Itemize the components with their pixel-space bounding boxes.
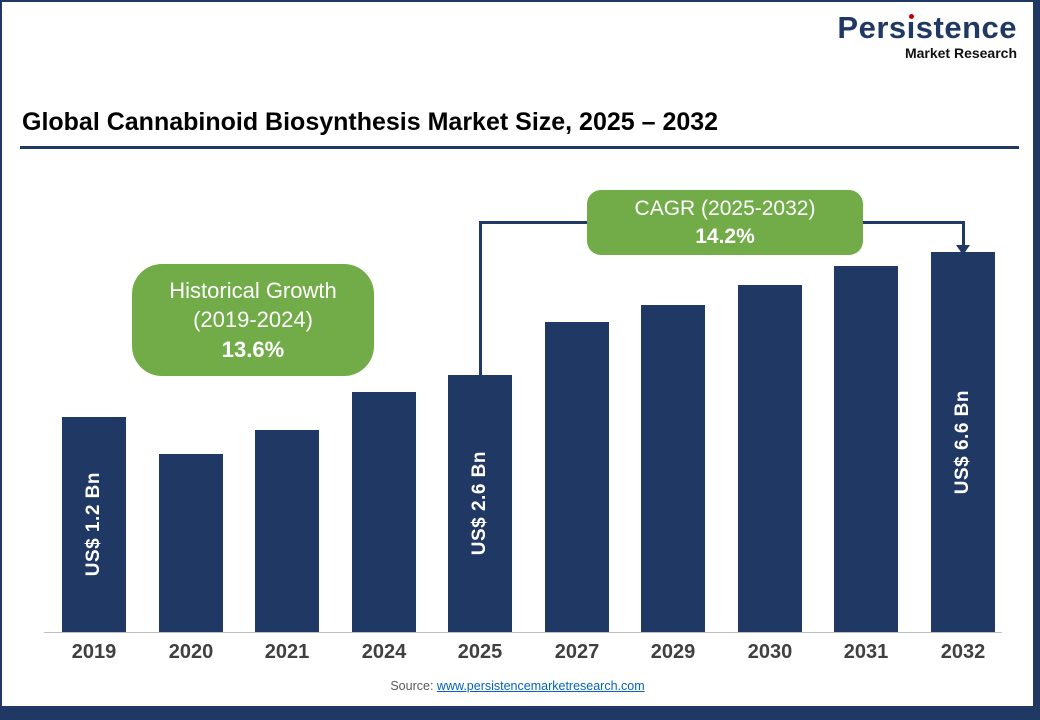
page-title: Global Cannabinoid Biosynthesis Market S… xyxy=(22,108,719,136)
title-divider xyxy=(20,146,1019,149)
cagr-line1: CAGR (2025-2032) xyxy=(634,196,816,220)
year-label: 2024 xyxy=(361,641,407,663)
bar xyxy=(352,392,416,632)
cagr-connector-vertical-2032 xyxy=(962,221,965,247)
year-label: 2020 xyxy=(168,641,214,663)
historical-growth-callout: Historical Growth (2019-2024) 13.6% xyxy=(132,264,374,376)
bar-value-label: US$ 6.6 Bn xyxy=(952,389,973,495)
source-link[interactable]: www.persistencemarketresearch.com xyxy=(436,679,645,693)
year-label: 2025 xyxy=(457,641,503,663)
bar xyxy=(641,305,705,632)
bar-value-label: US$ 2.6 Bn xyxy=(469,451,490,556)
chart-area: Historical Growth (2019-2024) 13.6% CAGR… xyxy=(2,2,1033,706)
logo-subtitle: Market Research xyxy=(904,44,1017,61)
source-line: Source: www.persistencemarketresearch.co… xyxy=(2,679,1033,693)
bar-value-label: US$ 1.2 Bn xyxy=(83,472,104,577)
year-label: 2029 xyxy=(650,641,696,663)
cagr-value: 14.2% xyxy=(695,224,755,248)
bar xyxy=(834,266,898,632)
x-axis-baseline xyxy=(44,632,1002,633)
bar: US$ 2.6 Bn xyxy=(448,375,512,632)
arrow-down-icon xyxy=(956,245,970,255)
logo: Persıstence Market Research xyxy=(837,10,1017,61)
year-label: 2030 xyxy=(747,641,793,663)
year-label: 2027 xyxy=(554,641,600,663)
year-label: 2021 xyxy=(264,641,310,663)
bar xyxy=(159,454,223,632)
bar xyxy=(255,430,319,632)
bar xyxy=(545,322,609,632)
year-label: 2032 xyxy=(940,641,986,663)
cagr-connector-vertical-2025 xyxy=(479,221,482,377)
cagr-callout: CAGR (2025-2032) 14.2% xyxy=(587,190,863,255)
historical-growth-line2: (2019-2024) xyxy=(193,307,313,333)
bar xyxy=(738,285,802,632)
bar: US$ 1.2 Bn xyxy=(62,417,126,632)
historical-growth-line1: Historical Growth xyxy=(169,278,337,304)
year-label: 2031 xyxy=(843,641,889,663)
logo-i-red-dot: ı xyxy=(906,10,916,45)
historical-growth-value: 13.6% xyxy=(221,336,285,362)
year-label: 2019 xyxy=(71,641,117,663)
logo-name: Persıstence xyxy=(837,10,1017,45)
bar: US$ 6.6 Bn xyxy=(931,252,995,632)
source-prefix: Source: xyxy=(390,679,434,693)
